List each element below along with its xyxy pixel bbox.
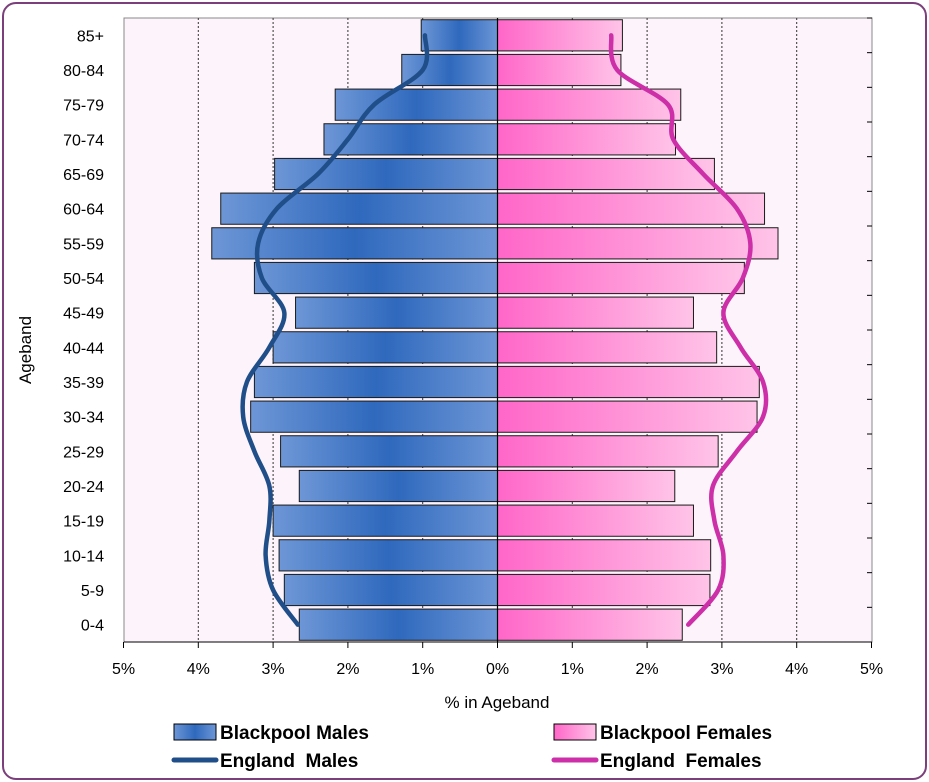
x-tick-label-6: 1%	[561, 661, 584, 678]
x-tick-label-0: 5%	[112, 661, 135, 678]
y-tick-label-80-84: 80-84	[63, 63, 104, 80]
bar-blackpool-females-55-59	[497, 227, 779, 260]
y-tick-label-30-34: 30-34	[63, 410, 104, 427]
legend-label-blackpool-males: Blackpool Males	[220, 723, 369, 744]
y-tick-label-20-24: 20-24	[63, 479, 104, 496]
tick-labels: 0-4 5-9 10-14 15-19 20-24 25-29 30-34 35-39 40-4…	[63, 28, 883, 678]
legend-label-england-females: England Females	[600, 751, 762, 772]
legend-swatch-blackpool-males	[173, 723, 217, 741]
bar-blackpool-females-40-44	[497, 331, 718, 364]
y-tick-label-10-14: 10-14	[63, 548, 104, 565]
bar-blackpool-females-25-29	[497, 435, 719, 468]
bar-blackpool-males-60-64	[220, 192, 499, 225]
bar-blackpool-males-15-19	[272, 504, 498, 537]
bar-blackpool-females-85+	[497, 19, 623, 52]
x-tick-label-8: 3%	[710, 661, 733, 678]
bar-blackpool-males-0-4	[298, 608, 498, 641]
bar-blackpool-males-10-14	[278, 539, 499, 572]
bar-blackpool-males-5-9	[283, 573, 498, 607]
bar-blackpool-males-25-29	[280, 435, 498, 468]
bar-blackpool-females-80-84	[497, 53, 622, 87]
bars	[211, 19, 779, 641]
bar-blackpool-females-5-9	[497, 573, 711, 607]
bar-blackpool-males-75-79	[334, 88, 498, 121]
bar-blackpool-females-60-64	[497, 192, 766, 225]
grid-lines	[197, 18, 798, 642]
bar-blackpool-females-65-69	[497, 157, 715, 191]
line-england-males	[240, 33, 430, 627]
bar-blackpool-females-10-14	[497, 539, 712, 572]
bar-blackpool-males-35-39	[253, 365, 498, 399]
bar-blackpool-males-70-74	[323, 123, 498, 156]
x-tick-label-3: 2%	[336, 661, 359, 678]
x-tick-label-5: 0%	[486, 661, 509, 678]
bar-blackpool-females-30-34	[497, 400, 758, 433]
x-tick-label-10: 5%	[860, 661, 883, 678]
y-tick-label-25-29: 25-29	[63, 444, 104, 461]
bar-blackpool-males-65-69	[274, 157, 499, 191]
x-tick-label-9: 4%	[785, 661, 808, 678]
y-tick-label-15-19: 15-19	[63, 514, 104, 531]
y-tick-label-45-49: 45-49	[63, 306, 104, 323]
bar-blackpool-males-40-44	[272, 331, 498, 364]
legend-label-blackpool-females: Blackpool Females	[600, 723, 772, 744]
bar-blackpool-females-15-19	[497, 504, 694, 537]
x-tick-label-2: 3%	[262, 661, 285, 678]
bar-blackpool-males-30-34	[250, 400, 498, 433]
england-lines	[240, 33, 769, 627]
y-tick-label-65-69: 65-69	[63, 167, 104, 184]
x-axis-title: % in Ageband	[445, 693, 550, 712]
x-tick-label-7: 2%	[636, 661, 659, 678]
bar-blackpool-males-45-49	[295, 296, 499, 329]
bar-blackpool-males-80-84	[401, 53, 499, 87]
y-tick-label-70-74: 70-74	[63, 132, 104, 149]
bar-blackpool-males-55-59	[211, 227, 498, 260]
y-tick-label-55-59: 55-59	[63, 236, 104, 253]
bar-blackpool-males-20-24	[298, 469, 498, 503]
legend-label-england-males: England Males	[220, 751, 358, 772]
y-tick-label-85+: 85+	[77, 28, 104, 45]
axes	[123, 17, 872, 648]
bar-blackpool-females-50-54	[497, 261, 745, 295]
y-tick-label-50-54: 50-54	[63, 271, 104, 288]
bar-blackpool-females-0-4	[497, 608, 683, 641]
x-tick-label-4: 1%	[411, 661, 434, 678]
y-tick-label-40-44: 40-44	[63, 340, 104, 357]
bar-blackpool-females-70-74	[497, 123, 677, 156]
bar-blackpool-females-35-39	[497, 365, 760, 399]
bar-blackpool-females-20-24	[497, 469, 676, 503]
legend-swatch-blackpool-females	[553, 723, 597, 741]
x-tick-label-1: 4%	[187, 661, 210, 678]
y-tick-label-60-64: 60-64	[63, 202, 104, 219]
y-tick-label-75-79: 75-79	[63, 98, 104, 115]
bar-blackpool-females-45-49	[497, 296, 694, 329]
y-tick-label-35-39: 35-39	[63, 375, 104, 392]
y-tick-label-5-9: 5-9	[81, 583, 104, 600]
y-axis-title: Ageband	[16, 316, 35, 384]
legend: Blackpool Males Blackpool Females Englan…	[171, 723, 772, 772]
bar-blackpool-males-85+	[420, 19, 499, 52]
line-england-females	[608, 33, 769, 627]
y-tick-label-0-4: 0-4	[81, 618, 104, 635]
bar-blackpool-males-50-54	[253, 261, 498, 295]
